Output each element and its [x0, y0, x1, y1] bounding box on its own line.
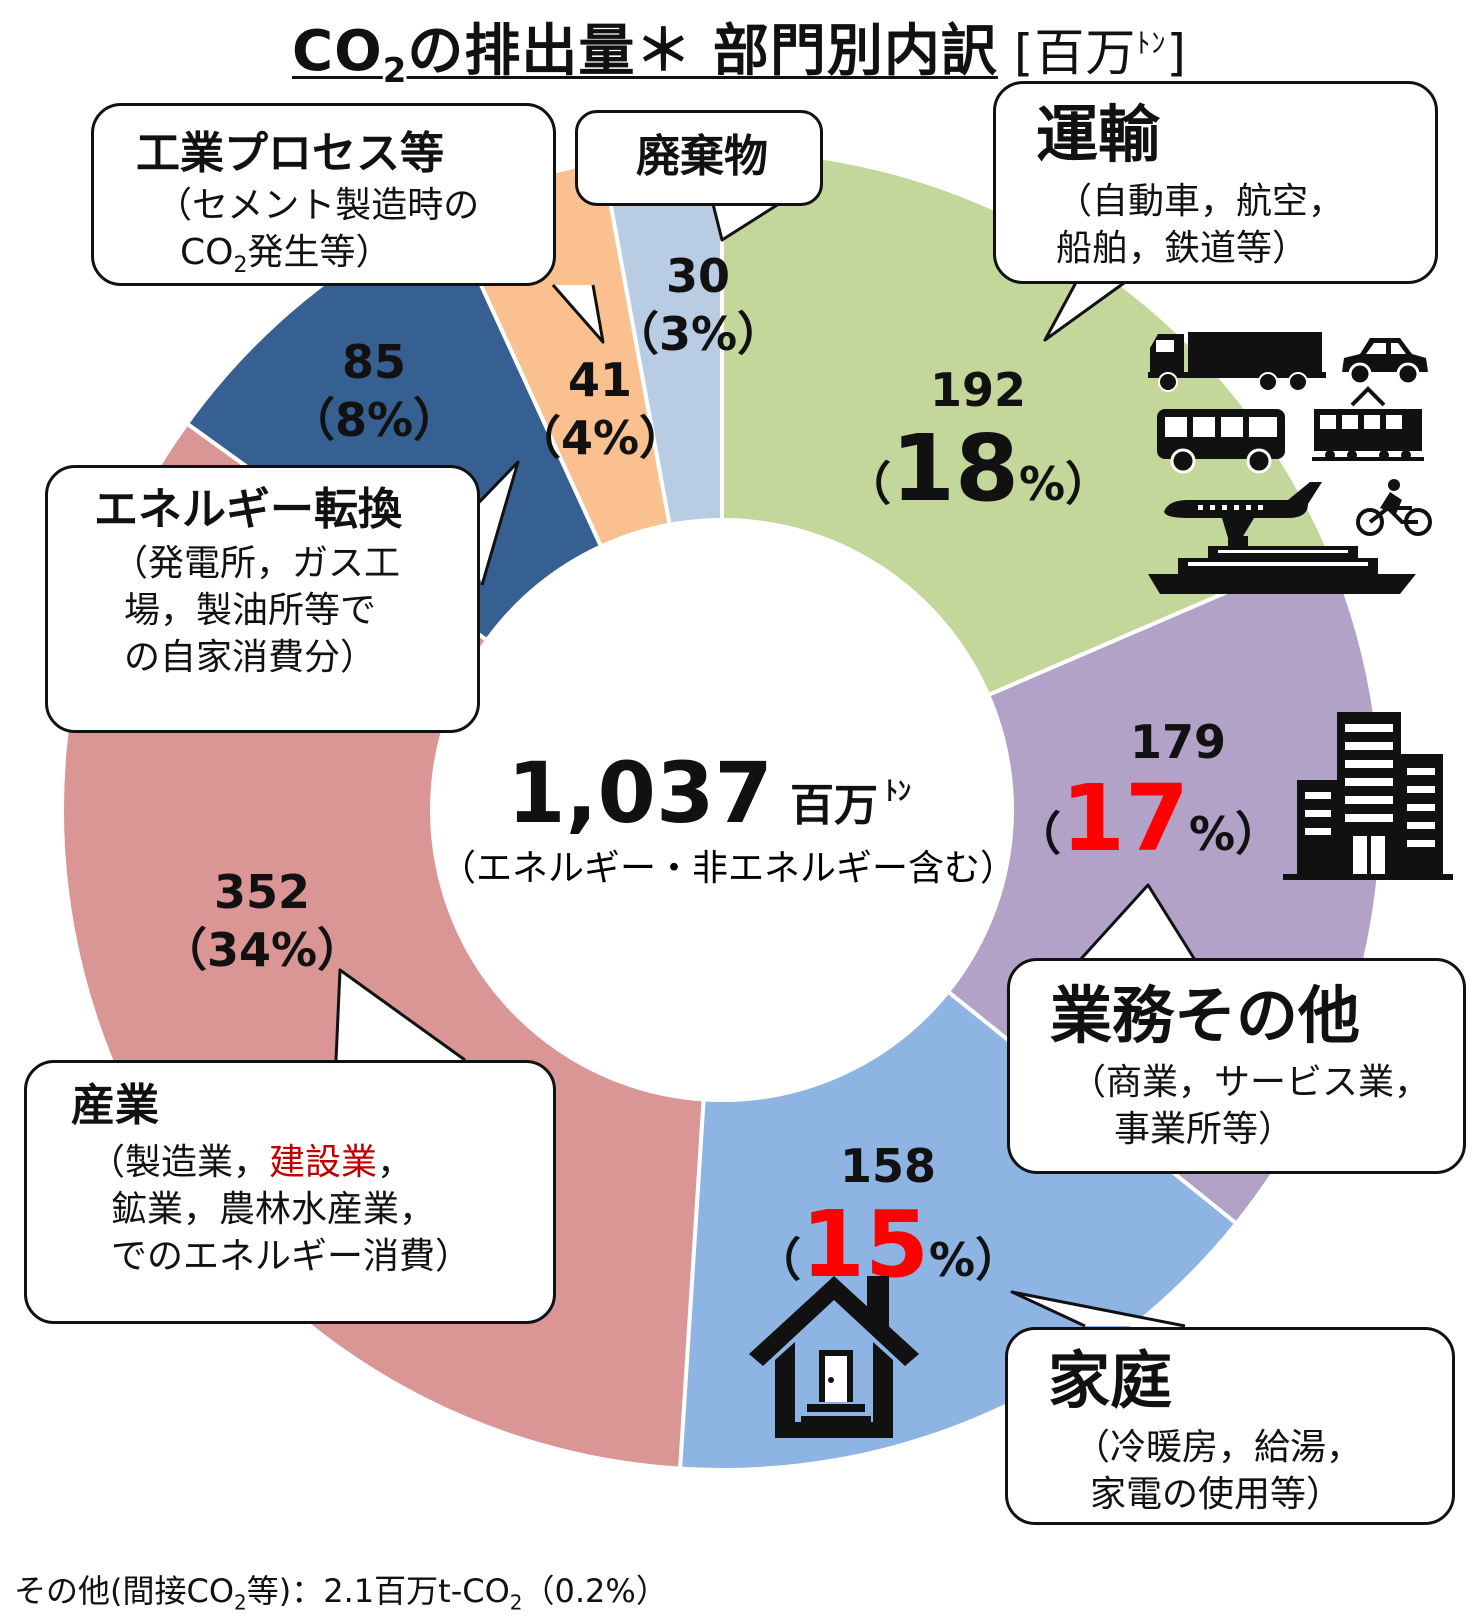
percent-label-household: （15%） [755, 1191, 1021, 1298]
callout-tail-waste [710, 198, 786, 242]
callout-tail-process [551, 284, 605, 344]
callout-tail-industry [334, 968, 466, 1062]
value-label-household: 158 [840, 1139, 936, 1193]
value-label-business: 179 [1130, 715, 1226, 769]
slice-0 [720, 147, 1331, 698]
chart-title: CO2の排出量＊ 部門別内訳 [百万ﾄﾝ] [292, 19, 1187, 92]
car-icon [1342, 338, 1428, 386]
house-icon [749, 1276, 919, 1438]
footnote: その他(間接CO2等)：2.1百万t-CO2（0.2%） [14, 1572, 668, 1615]
train-icon [1312, 386, 1424, 461]
percent-label-waste: （3%） [613, 307, 783, 361]
bus-icon [1157, 409, 1285, 474]
value-label-energy: 85 [342, 335, 406, 389]
center-note: （エネルギー・非エネルギー含む） [440, 848, 1016, 889]
callout-tail-business [1078, 883, 1197, 962]
center-unit: 百万 [790, 780, 878, 831]
callout-tail-transport [1043, 273, 1136, 342]
value-label-waste: 30 [666, 249, 730, 303]
callout-energy: エネルギー転換 （発電所，ガス工 場，製油所等で の自家消費分） [45, 465, 480, 733]
percent-label-transport: （18%） [845, 415, 1111, 522]
callout-process: 工業プロセス等 （セメント製造時の CO2発生等） [91, 103, 556, 286]
airplane-icon [1164, 482, 1322, 538]
percent-label-industry: （34%） [161, 923, 363, 977]
center-unit-small: ﾄﾝ [885, 777, 911, 807]
percent-label-process: （4%） [515, 411, 685, 465]
callout-business: 業務その他 （商業，サービス業， 事業所等） [1007, 958, 1466, 1174]
callout-waste: 廃棄物 [575, 110, 823, 206]
bicycle-icon [1356, 479, 1432, 536]
percent-label-business: （17%） [1015, 765, 1281, 872]
callout-tail-household [1010, 1290, 1186, 1328]
callout-transport: 運輸 （自動車，航空， 船舶，鉄道等） [993, 81, 1438, 284]
center-total: 1,037 [507, 744, 773, 842]
percent-label-energy: （8%） [289, 393, 459, 447]
callout-household: 家庭 （冷暖房，給湯， 家電の使用等） [1005, 1327, 1455, 1525]
callout-industry: 産業 （製造業，建設業， 鉱業，農林水産業， でのエネルギー消費） [24, 1060, 556, 1324]
value-label-industry: 352 [214, 865, 310, 919]
value-label-process: 41 [568, 353, 632, 407]
truck-icon [1148, 332, 1326, 392]
ship-icon [1148, 536, 1416, 594]
building-icon [1283, 712, 1453, 880]
value-label-transport: 192 [930, 363, 1026, 417]
